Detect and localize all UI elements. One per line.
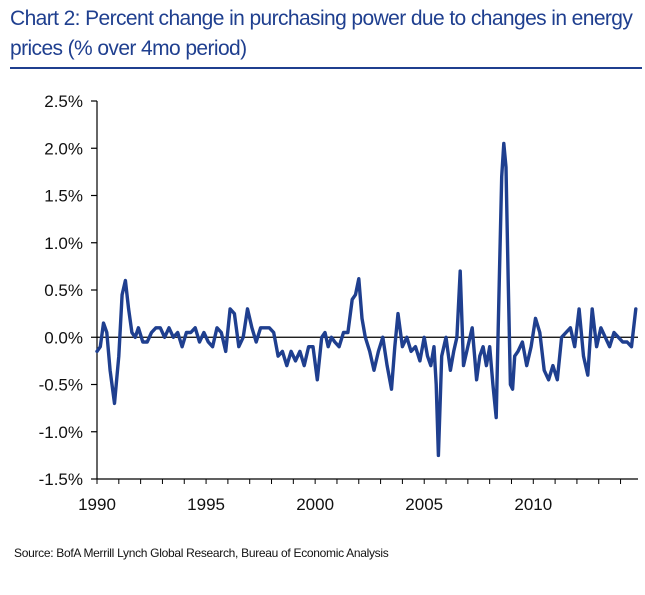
y-tick-label: 1.0% <box>44 234 83 253</box>
y-tick-label: 2.0% <box>44 139 83 158</box>
y-tick-label: 1.5% <box>44 187 83 206</box>
y-tick-label: 2.5% <box>44 92 83 111</box>
y-tick-label: -1.0% <box>39 423 83 442</box>
y-tick-label: -1.5% <box>39 470 83 489</box>
chart-ticks: 2.5% 2.0% 1.5% 1.0% 0.5% 0.0% -0.5% -1.0% -1.5% 1… <box>39 92 622 514</box>
x-tick-label: 2010 <box>514 495 552 514</box>
x-tick-label: 1995 <box>187 495 225 514</box>
chart-title: Chart 2: Percent change in purchasing po… <box>10 7 633 60</box>
y-tick-label: 0.0% <box>44 328 83 347</box>
series-layer <box>95 141 638 458</box>
source-note: Source: BofA Merrill Lynch Global Resear… <box>14 546 389 560</box>
y-tick-label: -0.5% <box>39 376 83 395</box>
title-divider <box>10 67 642 69</box>
x-tick-label: 1990 <box>78 495 116 514</box>
x-tick-label: 2000 <box>296 495 334 514</box>
x-tick-label: 2005 <box>405 495 443 514</box>
y-tick-label: 0.5% <box>44 281 83 300</box>
chart-axes <box>96 101 638 480</box>
series-line-0 <box>95 141 638 458</box>
